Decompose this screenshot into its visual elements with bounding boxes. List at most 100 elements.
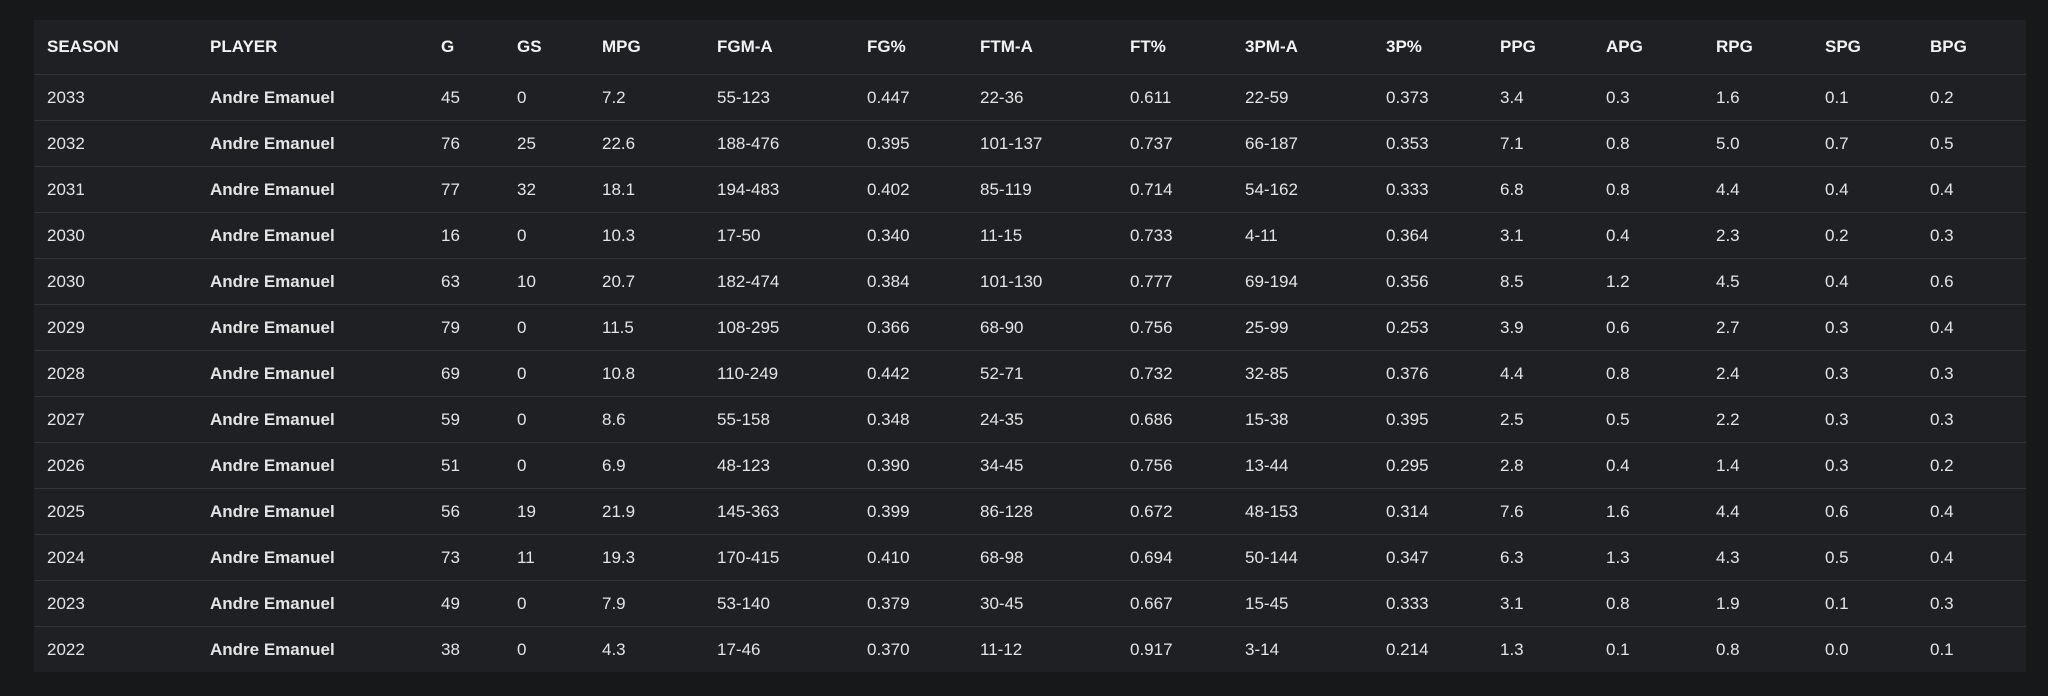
cell-ft: 0.737	[1117, 120, 1232, 167]
column-header-player[interactable]: PLAYER	[197, 20, 428, 75]
cell-mpg: 21.9	[589, 488, 704, 535]
cell-ft: 0.756	[1117, 304, 1232, 351]
column-header-3p[interactable]: 3P%	[1373, 20, 1487, 75]
cell-rpg: 4.4	[1703, 166, 1812, 213]
cell-fg: 0.340	[854, 212, 967, 259]
cell-player[interactable]: Andre Emanuel	[197, 442, 428, 489]
cell-fg: 0.399	[854, 488, 967, 535]
cell-ft: 0.777	[1117, 258, 1232, 305]
cell-spg: 0.3	[1812, 350, 1917, 397]
cell-player[interactable]: Andre Emanuel	[197, 74, 428, 121]
cell-ft: 0.733	[1117, 212, 1232, 259]
column-header-bpg[interactable]: BPG	[1917, 20, 2026, 75]
cell-spg: 0.4	[1812, 258, 1917, 305]
cell-spg: 0.1	[1812, 74, 1917, 121]
cell-rpg: 4.5	[1703, 258, 1812, 305]
cell-g: 63	[428, 258, 504, 305]
column-header-g[interactable]: G	[428, 20, 504, 75]
cell-apg: 0.8	[1593, 120, 1703, 167]
cell-bpg: 0.1	[1930, 639, 1954, 659]
cell-player[interactable]: Andre Emanuel	[210, 639, 335, 659]
cell-player[interactable]: Andre Emanuel	[197, 304, 428, 351]
cell-bpg: 0.3	[1917, 396, 2026, 443]
column-header-ppg[interactable]: PPG	[1487, 20, 1593, 75]
cell-3p: 0.347	[1373, 534, 1487, 581]
column-header-ft[interactable]: FT%	[1117, 20, 1232, 75]
table-row: 2024 Andre Emanuel 73 11 19.3 170-415 0.410 68-…	[34, 534, 2026, 581]
column-header-rpg[interactable]: RPG	[1703, 20, 1812, 75]
cell-player[interactable]: Andre Emanuel	[197, 212, 428, 259]
cell-player[interactable]: Andre Emanuel	[197, 534, 428, 581]
cell-player[interactable]: Andre Emanuel	[197, 580, 428, 627]
column-header-gs[interactable]: GS	[504, 20, 589, 75]
header-row: SEASON PLAYER G GS MPG FGM-A FG% FTM-A FT% 3PM-A 3…	[34, 20, 2026, 75]
table-row: 2022 Andre Emanuel 38 0 4.3 17-46 0.370 11-12 0.…	[34, 627, 2026, 673]
cell-ppg: 1.3	[1500, 639, 1524, 659]
cell-fg: 0.410	[854, 534, 967, 581]
column-header-apg[interactable]: APG	[1593, 20, 1703, 75]
table-row: 2028 Andre Emanuel 69 0 10.8 110-249 0.442 52-7…	[34, 350, 2026, 397]
cell-g: 16	[428, 212, 504, 259]
cell-player[interactable]: Andre Emanuel	[197, 258, 428, 305]
cell-fgm-a: 182-474	[704, 258, 854, 305]
cell-fgm-a: 145-363	[704, 488, 854, 535]
cell-ppg: 2.5	[1487, 396, 1593, 443]
cell-3p: 0.333	[1373, 166, 1487, 213]
cell-ftm-a: 86-128	[967, 488, 1117, 535]
cell-g: 77	[428, 166, 504, 213]
player-season-stats-table: SEASON PLAYER G GS MPG FGM-A FG% FTM-A FT% 3PM-A 3…	[34, 20, 2026, 672]
cell-ftm-a: 101-137	[967, 120, 1117, 167]
cell-bpg: 0.2	[1917, 74, 2026, 121]
column-header-ftm-a[interactable]: FTM-A	[967, 20, 1117, 75]
cell-mpg: 22.6	[589, 120, 704, 167]
cell-3pm-a: 15-38	[1232, 396, 1373, 443]
cell-mpg: 18.1	[589, 166, 704, 213]
cell-ftm-a: 11-12	[980, 639, 1023, 659]
cell-fg: 0.384	[854, 258, 967, 305]
cell-rpg: 0.8	[1716, 639, 1740, 659]
cell-gs: 25	[504, 120, 589, 167]
cell-player[interactable]: Andre Emanuel	[197, 166, 428, 213]
cell-season: 2029	[34, 304, 197, 351]
cell-ft: 0.667	[1117, 580, 1232, 627]
cell-player[interactable]: Andre Emanuel	[197, 488, 428, 535]
column-header-spg[interactable]: SPG	[1812, 20, 1917, 75]
cell-fgm-a: 17-46	[717, 639, 761, 659]
cell-mpg: 11.5	[589, 304, 704, 351]
column-header-mpg[interactable]: MPG	[589, 20, 704, 75]
cell-3pm-a: 13-44	[1232, 442, 1373, 489]
cell-season: 2025	[34, 488, 197, 535]
cell-rpg: 1.4	[1703, 442, 1812, 489]
cell-apg: 0.4	[1593, 212, 1703, 259]
cell-gs: 19	[504, 488, 589, 535]
cell-ft: 0.686	[1117, 396, 1232, 443]
cell-ppg: 4.4	[1487, 350, 1593, 397]
cell-ftm-a: 22-36	[967, 74, 1117, 121]
column-header-fgm-a[interactable]: FGM-A	[704, 20, 854, 75]
cell-3p: 0.333	[1373, 580, 1487, 627]
cell-3p: 0.376	[1373, 350, 1487, 397]
cell-player[interactable]: Andre Emanuel	[197, 350, 428, 397]
cell-3pm-a: 48-153	[1232, 488, 1373, 535]
cell-ppg: 8.5	[1487, 258, 1593, 305]
cell-fg: 0.370	[867, 639, 910, 659]
cell-g: 59	[428, 396, 504, 443]
cell-ft: 0.714	[1117, 166, 1232, 213]
cell-ft: 0.732	[1117, 350, 1232, 397]
cell-player[interactable]: Andre Emanuel	[197, 120, 428, 167]
cell-g: 79	[428, 304, 504, 351]
cell-fgm-a: 170-415	[704, 534, 854, 581]
column-header-3pm-a[interactable]: 3PM-A	[1232, 20, 1373, 75]
cell-season: 2028	[34, 350, 197, 397]
table-row: 2023 Andre Emanuel 49 0 7.9 53-140 0.379 30-45 0…	[34, 580, 2026, 627]
cell-ppg: 2.8	[1487, 442, 1593, 489]
cell-spg: 0.1	[1812, 580, 1917, 627]
cell-player[interactable]: Andre Emanuel	[197, 396, 428, 443]
cell-gs: 10	[504, 258, 589, 305]
cell-bpg: 0.3	[1917, 212, 2026, 259]
cell-ftm-a: 68-98	[967, 534, 1117, 581]
cell-gs: 0	[504, 580, 589, 627]
cell-bpg: 0.3	[1917, 580, 2026, 627]
column-header-season[interactable]: SEASON	[34, 20, 197, 75]
column-header-fg[interactable]: FG%	[854, 20, 967, 75]
